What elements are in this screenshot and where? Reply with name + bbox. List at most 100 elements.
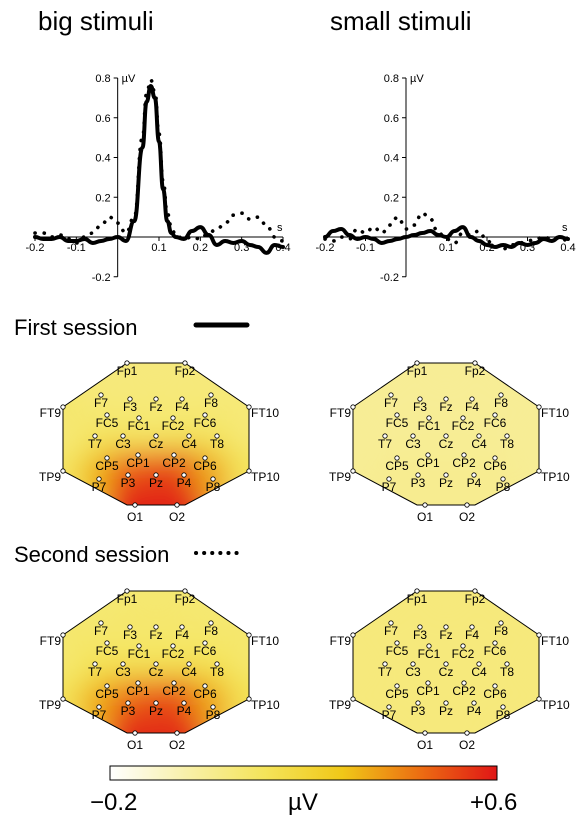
electrode-tp10: [246, 468, 252, 474]
electrode-cp6: [492, 683, 498, 689]
electrode-p4: [471, 700, 477, 706]
electrode-label: F4: [175, 400, 189, 414]
electrode-label: CP6: [483, 459, 507, 473]
head-outline: [352, 362, 540, 506]
electrode-cp2: [171, 452, 177, 458]
electrode-f8: [208, 620, 214, 626]
electrode-label: FC6: [484, 644, 507, 658]
electrode-cp6: [202, 683, 208, 689]
electrode-fz: [443, 396, 449, 402]
x-tick-label: -0.1: [67, 242, 86, 254]
electrode-ft9: [60, 404, 66, 410]
electrode-label: T7: [378, 437, 392, 451]
potential-blob: [451, 363, 499, 387]
electrode-label: O2: [169, 738, 185, 752]
electrode-cz: [153, 433, 159, 439]
electrode-label: FT9: [40, 634, 62, 648]
electrode-label: T8: [210, 437, 224, 451]
electrode-f3: [417, 624, 423, 630]
electrode-label: FT10: [541, 634, 569, 648]
electrode-label: Fp2: [175, 592, 196, 606]
electrode-label: C4: [471, 665, 487, 679]
electrode-p3: [415, 472, 421, 478]
electrode-cp2: [461, 452, 467, 458]
electrode-o2: [174, 730, 180, 736]
electrode-cp5: [394, 683, 400, 689]
electrode-label: FC2: [162, 419, 185, 433]
electrode-label: C3: [405, 437, 421, 451]
electrode-label: T8: [500, 437, 514, 451]
electrode-p7: [96, 704, 102, 710]
x-tick-label: 0.1: [151, 242, 166, 254]
electrode-o2: [464, 730, 470, 736]
electrode-pz: [443, 472, 449, 478]
electrode-o2: [464, 502, 470, 508]
electrode-fc1: [136, 415, 142, 421]
electrode-f8: [498, 392, 504, 398]
electrode-label: Cz: [149, 665, 164, 679]
electrode-c3: [120, 661, 126, 667]
electrode-c3: [410, 661, 416, 667]
electrode-label: Fz: [149, 400, 162, 414]
electrode-cp2: [461, 680, 467, 686]
electrode-label: FC5: [386, 416, 409, 430]
electrode-label: C4: [181, 665, 197, 679]
y-tick-label: 0.8: [384, 73, 399, 85]
electrode-p3: [125, 472, 131, 478]
electrode-cp5: [104, 683, 110, 689]
electrode-cp6: [492, 455, 498, 461]
electrode-fc5: [104, 640, 110, 646]
electrode-label: TP10: [541, 470, 570, 484]
electrode-label: CP6: [193, 459, 217, 473]
electrode-label: P8: [496, 480, 511, 494]
electrode-tp9: [350, 468, 356, 474]
y-tick-label: 0.2: [384, 192, 399, 204]
y-tick-label: 0.6: [384, 113, 399, 125]
electrode-label: O1: [417, 510, 433, 524]
electrode-tp10: [536, 696, 542, 702]
series-second-session-line: [33, 78, 285, 245]
electrode-label: P3: [121, 476, 136, 490]
electrode-p8: [210, 704, 216, 710]
electrode-tp10: [246, 696, 252, 702]
electrode-cz: [443, 433, 449, 439]
y-tick-label: 0.4: [384, 153, 399, 165]
title-small-stimuli: small stimuli: [330, 6, 472, 36]
electrode-label: Fz: [149, 628, 162, 642]
electrode-tp9: [60, 468, 66, 474]
electrode-fc2: [170, 415, 176, 421]
electrode-p3: [125, 700, 131, 706]
colorbar-max-label: +0.6: [470, 789, 518, 816]
electrode-label: P8: [206, 480, 221, 494]
y-tick-label: 0.6: [95, 113, 110, 125]
electrode-label: FC6: [484, 416, 507, 430]
electrode-t8: [504, 433, 510, 439]
electrode-label: TP9: [329, 698, 351, 712]
electrode-fc2: [460, 643, 466, 649]
electrode-label: Pz: [149, 704, 163, 718]
electrode-f8: [498, 620, 504, 626]
electrode-label: CP5: [385, 459, 409, 473]
x-tick-label: 0.2: [193, 242, 208, 254]
y-tick-label: -0.2: [92, 272, 111, 284]
electrode-ft9: [60, 632, 66, 638]
electrode-label: CP5: [95, 459, 119, 473]
electrode-fc2: [170, 643, 176, 649]
y-tick-label: 0.2: [95, 192, 110, 204]
electrode-label: T8: [210, 665, 224, 679]
electrode-cp5: [104, 455, 110, 461]
electrode-c3: [410, 433, 416, 439]
electrode-label: CP1: [126, 456, 150, 470]
colorbar-unit-label: µV: [288, 789, 318, 816]
y-tick-label: 0.8: [95, 73, 110, 85]
electrode-label: CP6: [193, 687, 217, 701]
electrode-c4: [186, 433, 192, 439]
head-outline: [62, 362, 250, 506]
electrode-t8: [504, 661, 510, 667]
electrode-label: CP2: [162, 684, 186, 698]
electrode-label: Fp2: [465, 592, 486, 606]
electrode-fc6: [202, 640, 208, 646]
electrode-label: F3: [413, 400, 427, 414]
electrode-label: O2: [459, 738, 475, 752]
electrode-ft9: [350, 404, 356, 410]
